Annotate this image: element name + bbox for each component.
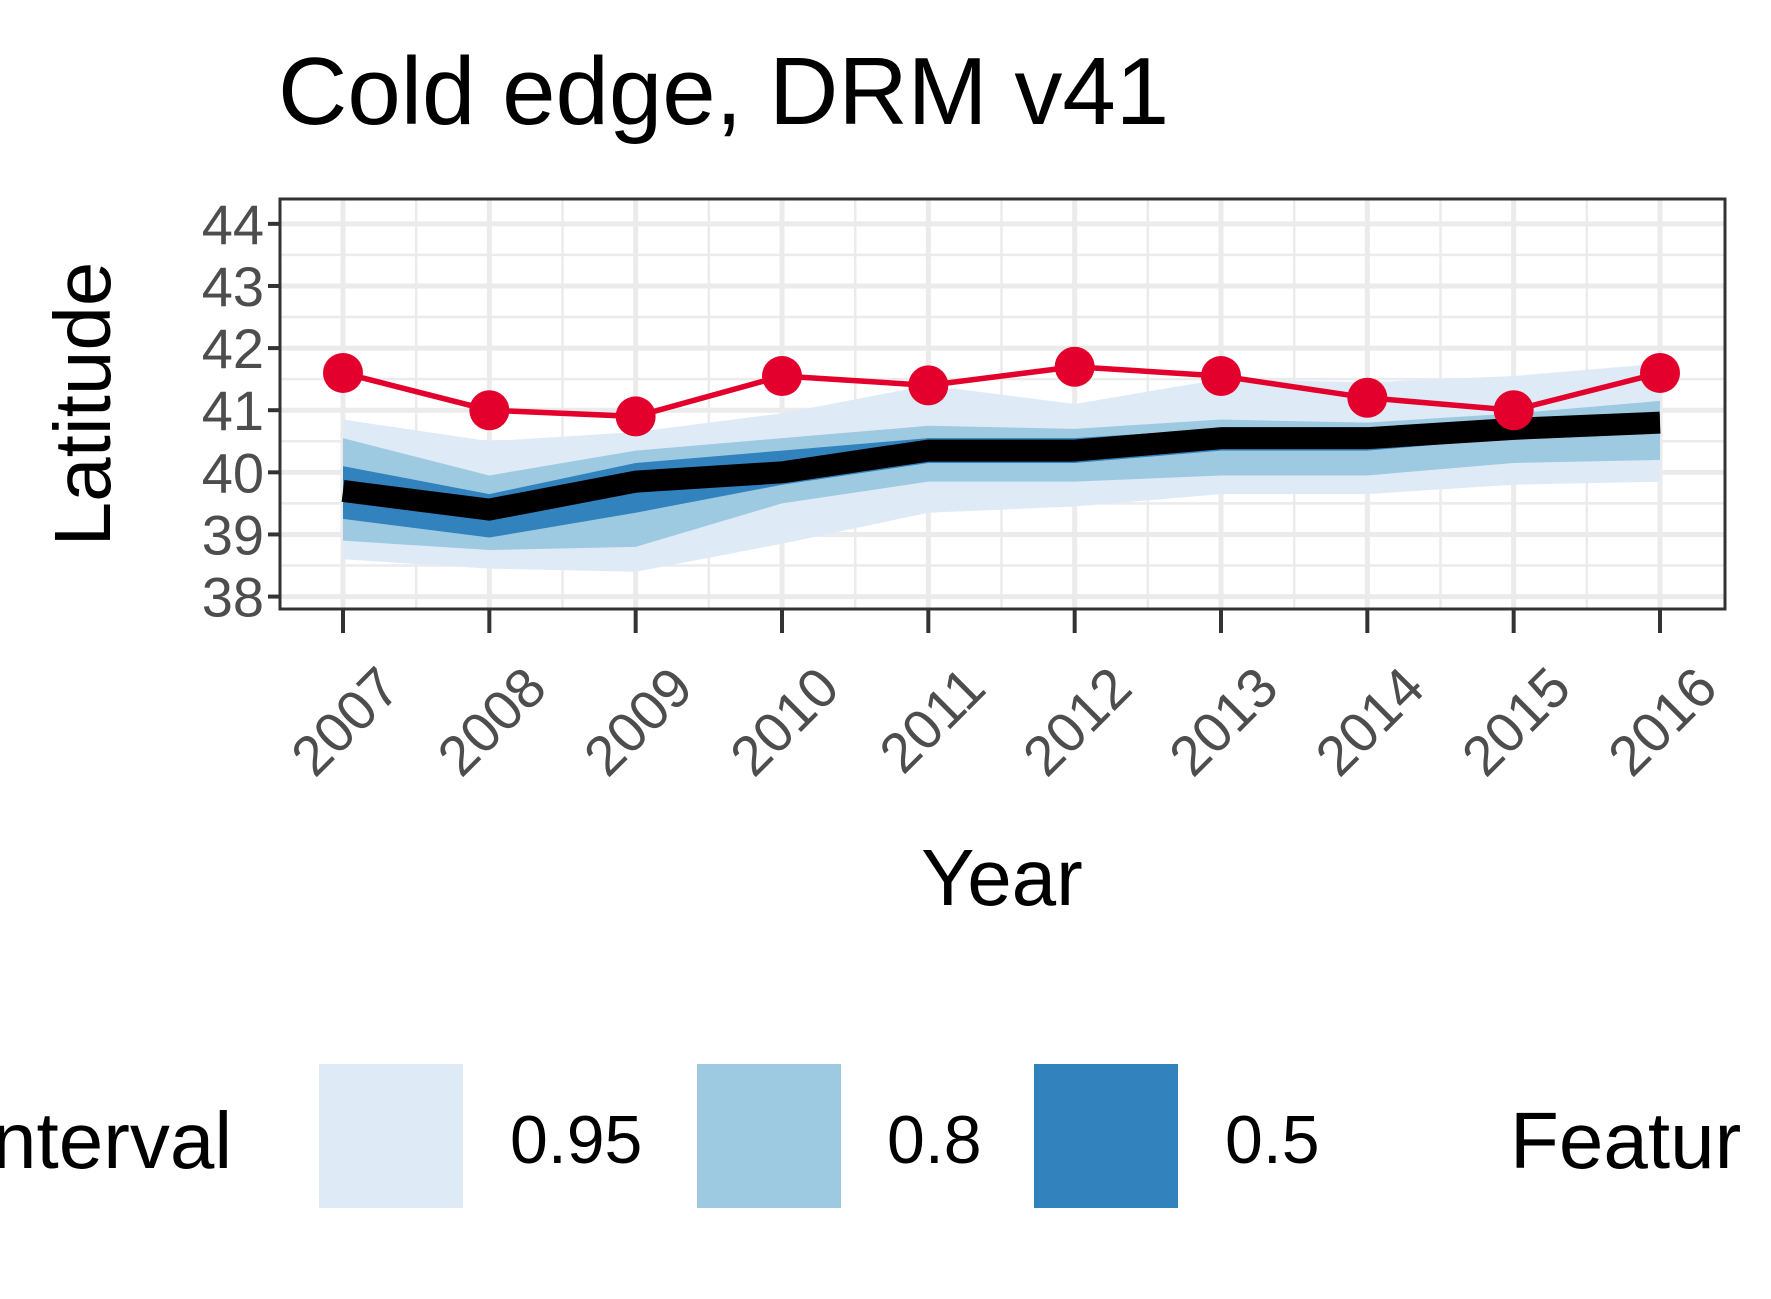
x-tick-label: 2015 <box>1450 655 1583 788</box>
y-tick-label: 42 <box>202 317 264 380</box>
median-line <box>341 411 1661 521</box>
observed-point <box>1054 346 1095 387</box>
legend-key-095 <box>319 1064 463 1208</box>
y-tick-label: 41 <box>202 379 264 442</box>
x-tick-label: 2011 <box>867 655 997 785</box>
x-tick-label: 2008 <box>425 655 558 788</box>
plot-border <box>278 197 1727 611</box>
x-tick-label: 2007 <box>279 655 412 788</box>
legend-label-05: 0.5 <box>1225 1102 1320 1178</box>
legend-key-05 <box>1034 1064 1178 1208</box>
observed-line <box>342 363 1661 420</box>
observed-point <box>323 352 363 393</box>
x-tick-label: 2012 <box>1011 655 1144 788</box>
legend-feature-title: Featur <box>1510 1096 1741 1185</box>
x-axis-title: Year <box>921 833 1083 922</box>
observed-point <box>762 356 802 397</box>
chart-title: Cold edge, DRM v41 <box>278 38 1169 145</box>
y-tick-label: 43 <box>202 255 264 318</box>
y-axis-title: Latitude <box>38 262 127 547</box>
x-axis: 2007 2008 2009 2010 2011 2012 2013 2014 2015 2016 <box>279 609 1729 788</box>
legend-label-08: 0.8 <box>887 1102 982 1178</box>
legend: nterval 0.95 0.8 0.5 Featur <box>0 1064 1741 1208</box>
y-tick-label: 38 <box>202 566 264 629</box>
observed-point <box>908 365 949 406</box>
y-tick-label: 40 <box>202 441 264 504</box>
y-tick-label: 44 <box>202 193 264 256</box>
series-lines <box>341 363 1661 521</box>
x-tick-label: 2009 <box>572 655 705 788</box>
legend-interval-title: nterval <box>0 1096 232 1185</box>
x-tick-label: 2016 <box>1596 655 1729 788</box>
legend-key-08 <box>697 1064 841 1208</box>
observed-point <box>1201 356 1241 397</box>
observed-point <box>1640 352 1680 393</box>
x-tick-label: 2010 <box>718 655 851 788</box>
observed-point <box>615 396 656 437</box>
observed-point <box>469 390 510 431</box>
x-tick-label: 2013 <box>1157 655 1290 788</box>
observed-point <box>1493 390 1534 431</box>
legend-label-095: 0.95 <box>510 1102 642 1178</box>
series-points <box>323 346 1680 437</box>
observed-point <box>1347 377 1388 418</box>
y-tick-label: 39 <box>202 503 264 566</box>
x-tick-label: 2014 <box>1303 655 1436 788</box>
